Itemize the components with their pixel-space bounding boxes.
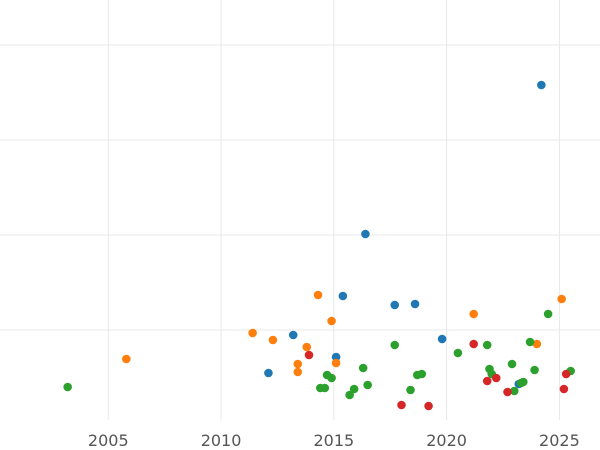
data-point-s3-8 bbox=[561, 369, 571, 379]
data-point-s1-5 bbox=[302, 342, 312, 352]
data-point-s2-5 bbox=[345, 390, 354, 400]
data-point-s2-8 bbox=[363, 380, 372, 390]
data-point-s1-6 bbox=[313, 290, 323, 300]
data-point-s2-22 bbox=[530, 365, 539, 375]
data-point-s3-2 bbox=[424, 401, 433, 411]
data-point-s2-6 bbox=[349, 384, 359, 394]
x-tick-label-2025: 2025 bbox=[539, 431, 580, 450]
data-point-s2-2 bbox=[320, 383, 330, 393]
data-point-s2-7 bbox=[358, 363, 368, 373]
x-tick-label-2010: 2010 bbox=[201, 431, 242, 450]
x-tick-label-2015: 2015 bbox=[313, 431, 354, 450]
data-point-s1-1 bbox=[248, 328, 257, 338]
data-point-s2-13 bbox=[453, 348, 463, 358]
data-point-s2-14 bbox=[482, 340, 492, 350]
data-point-s0-1 bbox=[288, 330, 298, 340]
data-point-s1-8 bbox=[331, 358, 341, 368]
data-point-s2-23 bbox=[543, 309, 553, 319]
data-point-s3-6 bbox=[503, 387, 512, 397]
data-point-s3-5 bbox=[491, 373, 501, 383]
data-point-s2-10 bbox=[406, 385, 415, 395]
data-point-s0-3 bbox=[338, 291, 348, 301]
x-tick-label-2020: 2020 bbox=[426, 431, 467, 450]
data-point-s1-2 bbox=[268, 335, 278, 345]
data-points bbox=[63, 80, 575, 411]
data-point-s1-3 bbox=[293, 367, 303, 377]
data-point-s2-20 bbox=[519, 377, 528, 387]
data-point-s1-4 bbox=[293, 359, 303, 369]
x-axis-ticks: 2005 2010 2015 2020 2025 bbox=[88, 431, 580, 450]
data-point-s3-7 bbox=[559, 384, 569, 394]
data-point-s1-7 bbox=[327, 316, 336, 326]
data-point-s2-0 bbox=[63, 382, 72, 392]
data-point-s0-7 bbox=[437, 334, 447, 344]
data-point-s0-4 bbox=[361, 229, 370, 239]
data-point-s2-4 bbox=[327, 373, 336, 383]
data-point-s3-0 bbox=[304, 350, 314, 360]
data-point-s2-21 bbox=[525, 337, 535, 347]
data-point-s2-17 bbox=[507, 359, 517, 369]
data-point-s1-10 bbox=[532, 339, 542, 349]
data-point-s0-6 bbox=[410, 299, 420, 309]
data-point-s0-2 bbox=[331, 352, 341, 362]
data-point-s2-18 bbox=[509, 386, 519, 396]
data-point-s0-5 bbox=[390, 300, 400, 310]
data-point-s3-1 bbox=[397, 400, 406, 410]
data-point-s0-9 bbox=[537, 80, 546, 90]
data-point-s1-0 bbox=[122, 354, 131, 364]
grid bbox=[0, 0, 600, 420]
data-point-s3-4 bbox=[482, 376, 492, 386]
data-point-s2-12 bbox=[417, 369, 427, 379]
data-point-s2-9 bbox=[390, 340, 400, 350]
data-point-s1-11 bbox=[557, 294, 566, 304]
data-point-s3-3 bbox=[469, 339, 478, 349]
x-tick-label-2005: 2005 bbox=[88, 431, 129, 450]
data-point-s0-0 bbox=[264, 368, 273, 378]
data-point-s1-9 bbox=[469, 309, 478, 319]
